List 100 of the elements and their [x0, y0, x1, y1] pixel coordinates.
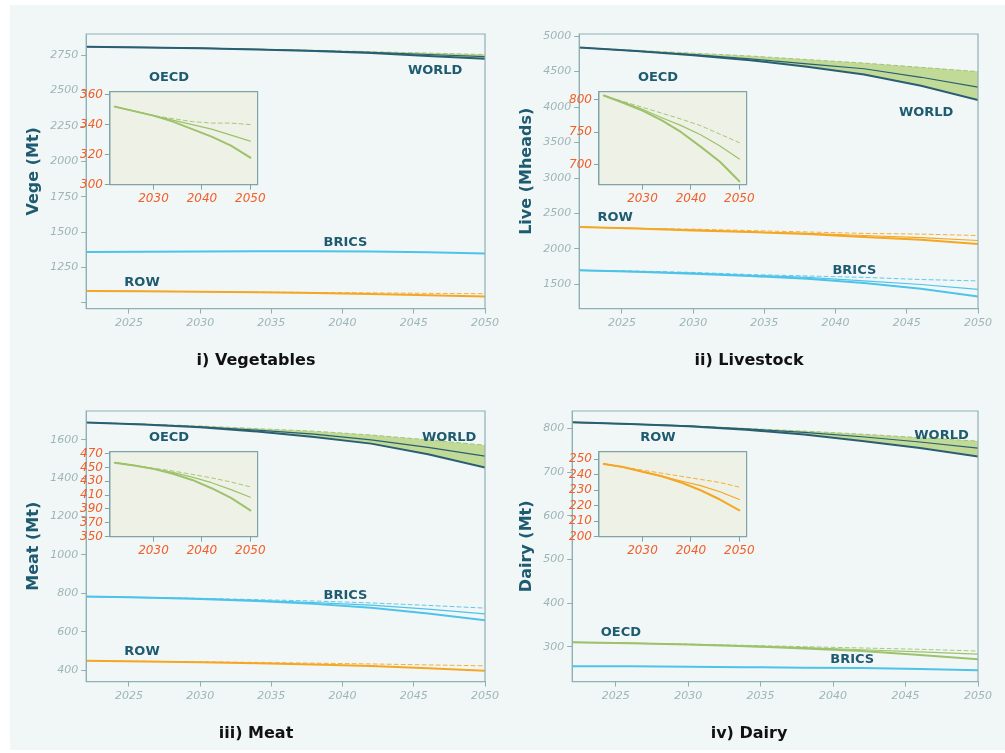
x-tick-label: 2025 [607, 316, 636, 330]
y-tick-label: 700 [543, 464, 565, 478]
x-tick-label: 2040 [186, 542, 218, 557]
y-tick-label: 2500 [50, 83, 79, 97]
x-tick-label: 2030 [674, 689, 703, 703]
x-tick-label: 2025 [114, 689, 143, 703]
y-tick-label: 1500 [543, 277, 572, 291]
x-tick-label: 2040 [186, 190, 218, 205]
series-label: ROW [597, 209, 633, 225]
x-tick-label: 2025 [114, 316, 143, 330]
x-tick-label: 2030 [138, 542, 170, 557]
x-tick-label: 2050 [471, 689, 499, 703]
y-tick-label: 230 [569, 482, 593, 497]
text: iv) Dairy [710, 722, 788, 742]
y-tick-label: 2750 [50, 48, 79, 62]
y-tick-label: 320 [80, 146, 104, 161]
x-tick-label: 2035 [257, 316, 286, 330]
x-tick-label: 2050 [235, 190, 266, 205]
y-tick-label: 800 [543, 421, 565, 435]
y-axis-title: Meat (Mt) [22, 501, 42, 591]
y-tick-label: 500 [543, 552, 565, 566]
y-tick-label: 2000 [543, 241, 572, 255]
text: i) Vegetables [196, 349, 316, 369]
x-tick-label: 2050 [471, 316, 499, 330]
x-tick-label: 2045 [399, 689, 428, 703]
x-tick-label: 2050 [964, 689, 992, 703]
y-tick-label: 1750 [50, 189, 79, 203]
x-tick-label: 2040 [328, 316, 357, 330]
x-tick-label: 2030 [186, 316, 215, 330]
text: ii) Livestock [694, 349, 804, 369]
y-tick-label: 2000 [50, 154, 79, 168]
y-tick-label: 4500 [543, 64, 572, 78]
x-tick-label: 2045 [892, 316, 921, 330]
y-axis-title: Live (Mheads) [515, 107, 535, 235]
y-tick-label: 1600 [50, 432, 79, 446]
series-label: BRICS [323, 587, 368, 603]
y-tick-label: 1400 [50, 471, 79, 485]
y-tick-label: 220 [569, 497, 593, 512]
x-tick-label: 2035 [746, 689, 775, 703]
y-tick-label: 1250 [50, 260, 79, 274]
x-tick-label: 2050 [235, 542, 266, 557]
y-tick-label: 1000 [50, 547, 79, 561]
x-tick-label: 2025 [601, 689, 630, 703]
y-axis-title: Dairy (Mt) [515, 500, 535, 593]
y-tick-label: 600 [57, 624, 79, 638]
x-tick-label: 2050 [964, 316, 992, 330]
series-label: BRICS [832, 261, 877, 277]
series-label: OECD [600, 624, 642, 640]
y-tick-label: 300 [543, 639, 565, 653]
y-tick-label: 240 [569, 466, 593, 481]
y-tick-label: 2250 [50, 118, 79, 132]
y-tick-label: 390 [80, 501, 104, 516]
x-tick-label: 2030 [138, 190, 170, 205]
y-tick-label: 450 [80, 459, 104, 474]
y-tick-label: 800 [57, 586, 79, 600]
y-tick-label: 700 [569, 157, 593, 172]
y-tick-label: 210 [569, 513, 593, 528]
x-tick-label: 2040 [675, 190, 707, 205]
series-label: WORLD [421, 428, 477, 444]
x-tick-label: 2050 [724, 190, 755, 205]
x-tick-label: 2030 [186, 689, 215, 703]
y-tick-label: 2500 [543, 206, 572, 220]
x-tick-label: 2040 [675, 542, 707, 557]
x-tick-label: 2035 [750, 316, 779, 330]
y-tick-label: 400 [543, 595, 565, 609]
x-tick-label: 2030 [627, 190, 659, 205]
y-tick-label: 200 [569, 528, 593, 543]
x-tick-label: 2040 [328, 689, 357, 703]
chart-title: OECD [148, 69, 190, 85]
series-label: WORLD [914, 426, 969, 442]
chart-title: OECD [637, 69, 679, 85]
y-tick-label: 370 [80, 514, 104, 529]
y-tick-label: 430 [80, 473, 104, 488]
y-tick-label: 5000 [543, 28, 572, 42]
y-tick-label: 1500 [50, 225, 79, 239]
x-tick-label: 2030 [627, 542, 659, 557]
x-tick-label: 2040 [821, 316, 850, 330]
x-tick-label: 2040 [819, 689, 848, 703]
x-tick-label: 2050 [724, 542, 755, 557]
text: iii) Meat [218, 722, 294, 742]
series-label: WORLD [407, 61, 463, 77]
y-tick-label: 300 [80, 176, 104, 191]
series-label: ROW [124, 642, 160, 658]
series-label: BRICS [323, 233, 368, 249]
series-label: BRICS [830, 651, 875, 667]
chart-title: OECD [148, 429, 190, 445]
y-tick-label: 410 [80, 487, 104, 502]
y-tick-label: 250 [569, 451, 593, 466]
y-tick-label: 400 [57, 662, 79, 676]
y-tick-label: 1200 [50, 509, 79, 523]
y-tick-label: 340 [80, 116, 104, 131]
y-tick-label: 750 [569, 124, 593, 139]
y-tick-label: 600 [543, 508, 565, 522]
y-tick-label: 470 [80, 445, 104, 460]
chart-title: ROW [640, 429, 676, 445]
y-tick-label: 3500 [543, 135, 572, 149]
series-label: WORLD [898, 104, 954, 120]
x-tick-label: 2030 [679, 316, 708, 330]
x-tick-label: 2045 [399, 316, 428, 330]
y-tick-label: 350 [80, 528, 104, 543]
